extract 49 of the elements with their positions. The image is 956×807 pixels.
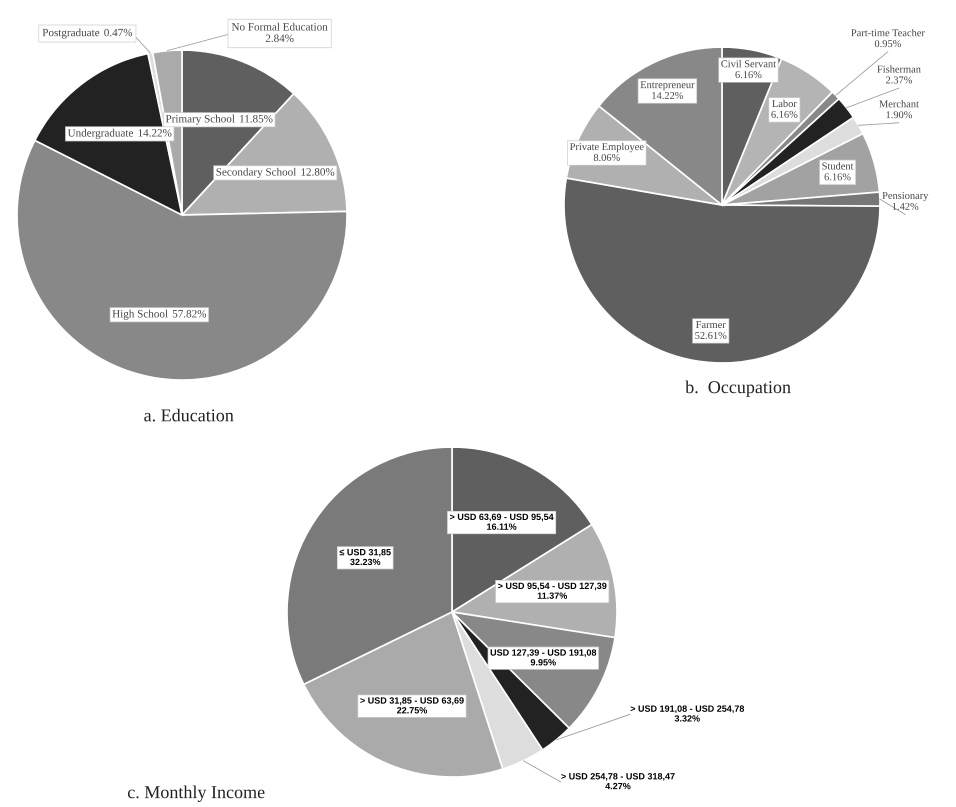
slice-label: > USD 191,08 - USD 254,78 [630, 705, 744, 714]
slice-label: Student [822, 162, 854, 170]
data-label: 4.27% [605, 782, 631, 790]
data-label: 11.37% [538, 592, 568, 599]
data-label: 32.23% [350, 558, 380, 566]
slice-label: Primary School [166, 114, 235, 125]
slice-label: Part-time Teacher [851, 28, 925, 36]
data-label: 8.06% [594, 154, 620, 162]
slice-label: > USD 95,54 - USD 127,39 [498, 582, 606, 590]
slice-label: No Formal Education [232, 22, 328, 31]
data-label: 12.80% [301, 168, 334, 176]
data-label: 3.32% [674, 715, 700, 722]
slice-label: Farmer [696, 321, 726, 328]
text: c. Monthly Income [128, 786, 265, 802]
slice-label: ≤ USD 31,85 [340, 548, 391, 557]
data-label: 11.85% [240, 114, 273, 123]
text: a. Education [144, 408, 234, 422]
data-label: 52.61% [695, 332, 726, 339]
slice-label: Postgraduate [42, 28, 100, 39]
data-label: 9.95% [530, 659, 556, 666]
slice-label: Entrepreneur [640, 81, 694, 90]
slice-label: > USD 254,78 - USD 318,47 [561, 773, 675, 781]
slice-label: Private Employee [570, 142, 644, 152]
data-label: 2.84% [266, 34, 294, 42]
slice-label: High School [112, 310, 168, 320]
slice-label: Civil Servant [721, 60, 776, 68]
slice-label: > USD 63,69 - USD 95,54 [450, 514, 554, 522]
slice-label: Pensionary [882, 192, 928, 202]
data-label: 1.90% [886, 111, 912, 118]
data-label: 0.47% [104, 28, 132, 36]
text: b. Occupation [685, 380, 791, 397]
slice-label: Secondary School [216, 168, 296, 178]
data-label: 14.22% [138, 129, 172, 137]
data-label: 0.95% [874, 40, 901, 48]
slice-label: > USD 31,85 - USD 63,69 [360, 697, 464, 705]
data-label: 14.22% [652, 92, 684, 100]
slice-label: Fisherman [877, 65, 921, 73]
data-label: 16.11% [487, 523, 516, 530]
data-label: 6.16% [771, 110, 798, 118]
data-label: 2.37% [886, 76, 912, 84]
data-label: 22.75% [396, 707, 428, 714]
slice-label: Undergraduate [68, 128, 134, 139]
data-label: 6.16% [824, 173, 851, 180]
slice-label: Labor [772, 100, 797, 108]
data-label: 6.16% [735, 71, 762, 78]
data-label: 57.82% [172, 310, 206, 318]
slice-label: Merchant [879, 100, 919, 108]
slice-label: USD 127,39 - USD 191,08 [490, 649, 596, 658]
data-label: 1.42% [892, 202, 918, 210]
